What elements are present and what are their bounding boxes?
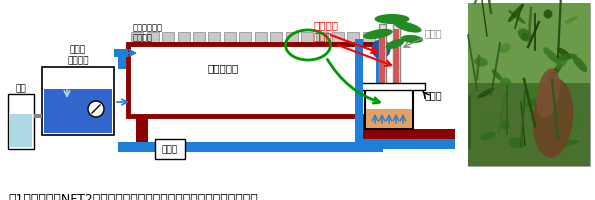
Text: 図1　根域制限NFT2次育苗システムの模式図と定植時の苗の根の様子: 図1 根域制限NFT2次育苗システムの模式図と定植時の苗の根の様子 [8,192,258,200]
Bar [347,33,359,43]
Text: 養液備
環タンク: 養液備 環タンク [67,45,89,65]
Circle shape [372,41,390,59]
Bar [301,33,313,43]
Bar [286,33,298,43]
Bar [118,50,126,70]
Text: ポンプ: ポンプ [162,145,178,154]
Ellipse shape [508,11,526,25]
Bar [376,116,386,144]
Ellipse shape [521,92,533,99]
Ellipse shape [555,54,577,61]
Bar [193,33,205,43]
Bar [128,45,378,116]
Ellipse shape [536,69,560,118]
Ellipse shape [563,115,573,126]
Circle shape [88,101,104,117]
Bar [239,33,251,43]
Ellipse shape [508,5,524,23]
Ellipse shape [524,98,544,107]
Bar [270,33,282,43]
Bar [208,33,221,43]
Bar [147,33,159,43]
Bar [42,68,114,135]
Bar [118,142,383,152]
Bar [468,4,590,166]
Ellipse shape [537,87,551,100]
Ellipse shape [548,64,562,81]
Bar [468,84,590,166]
Ellipse shape [565,17,577,24]
Bar [162,33,174,43]
Bar [332,33,344,43]
Ellipse shape [485,117,493,125]
Ellipse shape [556,55,568,70]
Ellipse shape [401,36,423,44]
Bar [365,90,413,129]
Bar [357,84,425,91]
Text: 塩ビ管: 塩ビ管 [425,28,443,38]
Bar [379,25,386,90]
Ellipse shape [573,57,587,73]
Ellipse shape [557,48,571,59]
Bar [224,33,236,43]
Bar [366,109,412,128]
Bar [118,50,128,58]
Ellipse shape [500,121,509,130]
Text: パネル: パネル [425,90,443,100]
Ellipse shape [574,113,584,124]
Bar [155,139,185,159]
Bar [34,114,42,118]
Bar [44,90,112,133]
Bar [376,55,386,119]
Bar [114,50,118,58]
Bar [355,139,455,149]
Ellipse shape [374,15,409,25]
Ellipse shape [557,140,580,147]
Ellipse shape [491,70,503,81]
Text: 原水: 原水 [15,84,26,93]
Ellipse shape [544,51,559,65]
Bar [355,40,363,139]
Ellipse shape [478,88,494,99]
Ellipse shape [521,84,543,97]
Bar [8,95,34,149]
Bar [355,129,455,139]
Bar [128,43,378,50]
Ellipse shape [363,30,393,40]
Bar [255,33,267,43]
Bar [358,116,370,144]
Bar [468,4,590,84]
Ellipse shape [521,34,529,42]
Bar [317,33,328,43]
Ellipse shape [508,138,526,149]
Ellipse shape [386,40,405,50]
Ellipse shape [543,48,559,64]
Bar [136,116,148,144]
Ellipse shape [543,52,563,62]
Ellipse shape [394,22,422,33]
Bar [128,50,378,53]
Bar [131,33,143,43]
Text: 発泡スチロー
ルパネル: 発泡スチロー ルパネル [133,23,163,42]
Ellipse shape [533,79,573,158]
Bar [10,114,32,147]
Bar [380,30,385,90]
Ellipse shape [518,29,532,42]
Bar [394,30,399,90]
Ellipse shape [481,132,496,141]
Ellipse shape [543,10,553,19]
Ellipse shape [474,58,488,67]
Bar [393,25,400,90]
Text: 栽培ベッド: 栽培ベッド [208,63,239,73]
Bar [178,33,190,43]
Text: 防根透水
シート: 防根透水 シート [314,20,339,41]
Ellipse shape [499,44,511,54]
Bar [362,33,375,43]
Ellipse shape [500,78,512,89]
Text: 培養液: 培養液 [425,137,443,147]
